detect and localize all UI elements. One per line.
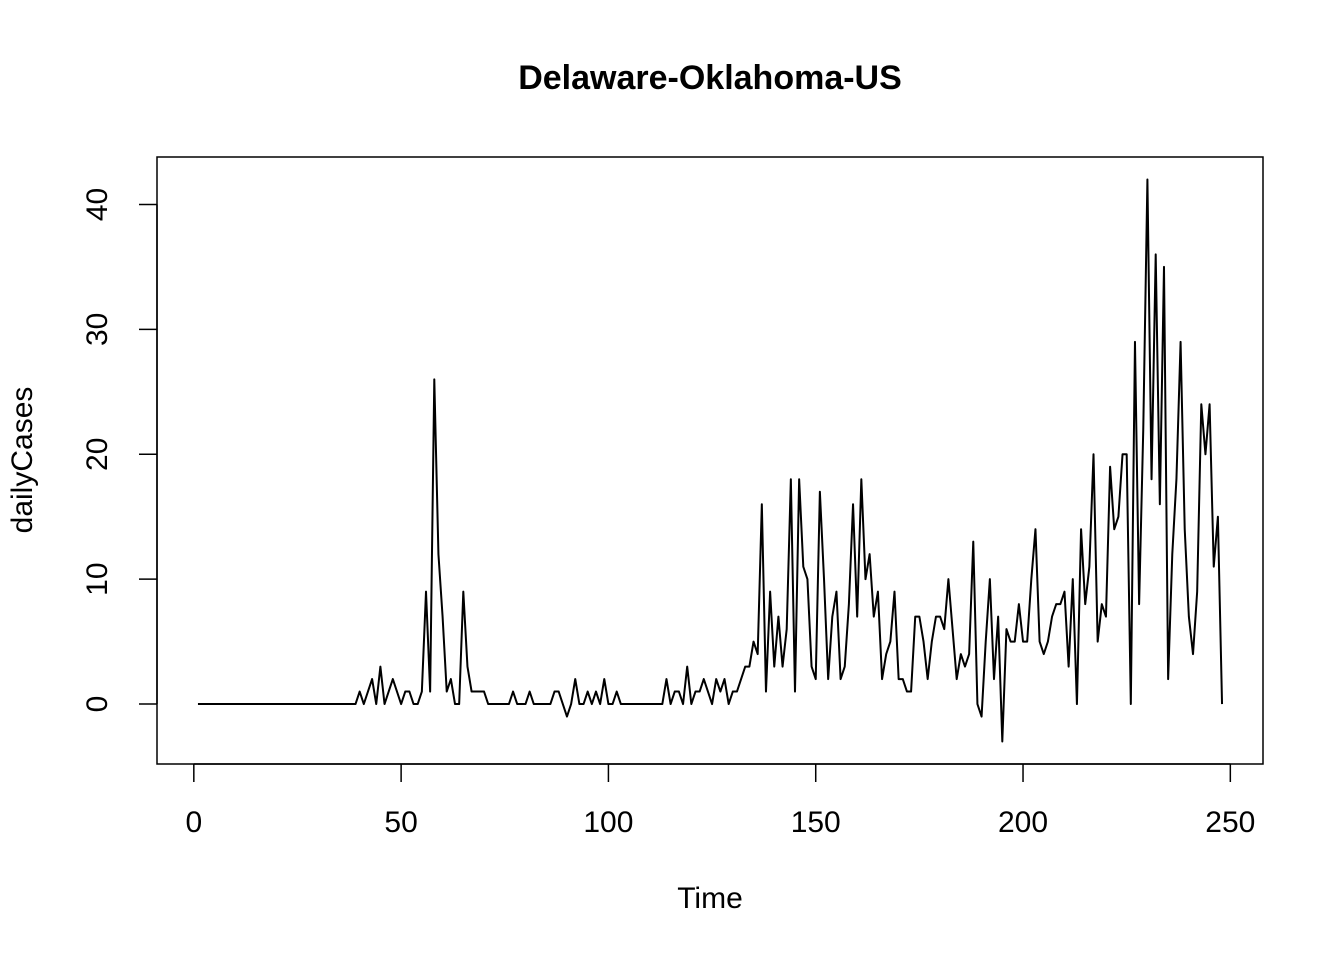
x-tick-label: 200: [998, 806, 1048, 839]
data-line: [197, 178, 1224, 743]
y-tick-label: 20: [81, 438, 114, 471]
x-axis-title: Time: [677, 882, 743, 915]
y-tick-label: 10: [81, 562, 114, 595]
y-tick-label: 0: [81, 696, 114, 713]
x-tick-label: 250: [1205, 806, 1255, 839]
x-tick-label: 0: [185, 806, 202, 839]
x-tick-label: 50: [384, 806, 417, 839]
chart-title: Delaware-Oklahoma-US: [518, 59, 902, 97]
y-tick-label: 30: [81, 313, 114, 346]
x-tick-label: 100: [583, 806, 633, 839]
y-tick-label: 40: [81, 188, 114, 221]
y-axis-title: dailyCases: [6, 387, 39, 534]
x-tick-label: 150: [791, 806, 841, 839]
